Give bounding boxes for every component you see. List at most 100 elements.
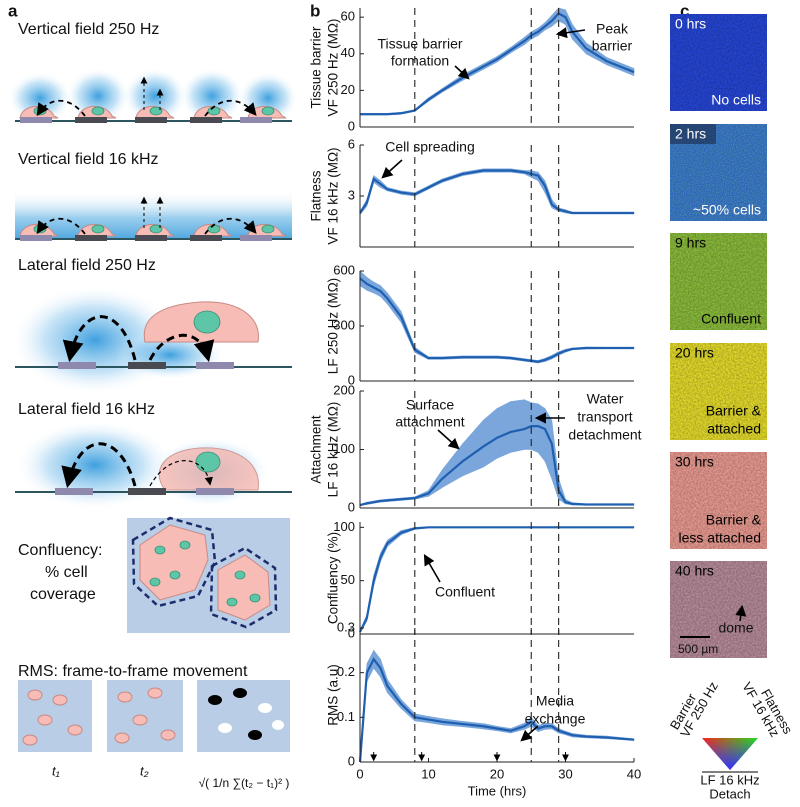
annotation: attachment [395,414,464,430]
tile-texture [670,452,767,549]
tile-caption: less attached [679,530,762,546]
error-band [482,407,498,468]
x-axis-label: Time (hrs) [468,783,527,798]
error-band [441,442,464,489]
image-tile: 2 hrs ~50% cells [670,124,767,221]
image-tile: 9 hrs Confluent [670,233,767,330]
y-axis-label: VF 16 kHz (MΩ) [326,147,341,244]
diagram-title: Vertical field 250 Hz [18,21,159,38]
panel-a: a Vertical field 250 Hz Vertical field 1… [8,1,298,790]
tile-texture [670,233,767,330]
y-tick-label: 6 [348,136,355,151]
data-line [359,425,634,507]
annotation: formation [391,53,449,69]
panel-label: b [310,1,320,20]
y-tick-label: 300 [333,317,355,332]
panel-label: a [8,1,18,20]
annotation-arrow [555,27,586,39]
label-bg [670,124,716,144]
y-tick-label: 0.3 [337,619,355,634]
error-band [510,399,525,453]
annotation: transport [577,409,632,425]
y-tick-label: 3 [348,187,355,202]
caption-arrow [735,604,747,622]
x-tick-label: 40 [627,766,641,781]
annotation: Tissue barrier [377,36,462,52]
y-tick-label: 0 [348,499,355,514]
y-tick-label: 50 [341,572,355,587]
annotation-arrow [520,725,539,742]
y-axis-label: Attachment [309,415,324,484]
x-tick-label: 0 [356,766,363,781]
error-band [496,401,512,459]
confluency-label: Confluency: [18,542,103,559]
error-band [537,403,546,463]
color-triangle-overlay [702,738,758,770]
data-line [359,169,634,215]
y-axis-label: LF 16 kHz (MΩ) [326,402,341,498]
tile-time: 9 hrs [675,235,706,251]
tile-texture [670,343,767,440]
image-tile: 40 hrs dome [670,561,767,658]
chart: 3 6 Flatness VF 16 kHz (MΩ) Cell spreading [309,136,635,248]
annotation-arrow [437,429,460,450]
tile-texture [670,14,767,111]
annotation: Water [587,391,624,407]
annotation: Peak [596,21,629,37]
rms-label: t₁ [52,763,60,778]
confluency-label: % cell [45,564,88,581]
panel-label: c [680,1,689,20]
legend-label: Detach [709,786,750,801]
diagram-vf16k [15,190,292,241]
chart: 0 100 200 Attachment LF 16 kHz (MΩ) Surfaceat… [309,382,642,514]
diagram-title: Lateral field 16 kHz [18,401,155,418]
error-band [524,399,532,450]
annotation-arrow [454,65,470,80]
annotation: barrier [592,38,633,54]
annotation: exchange [525,711,586,727]
y-tick-label: 0 [348,625,355,640]
error-band [530,402,539,453]
y-axis-label: RMS (a.u) [326,664,341,726]
y-axis-label: VF 250 Hz (MΩ) [326,19,341,117]
data-line [359,277,634,363]
tile-time: 30 hrs [675,454,714,470]
y-tick-label: 60 [341,9,355,24]
tile-time: 20 hrs [675,345,714,361]
data-line [360,12,635,116]
annotation: Surface [406,397,454,413]
y-axis-label: Flatness [309,170,324,221]
data-line [358,657,635,763]
annotation: Media [536,693,574,709]
tile-time: 2 hrs [675,126,706,142]
scale-bar-label: 500 µm [678,642,718,656]
annotation: Confluent [435,584,495,600]
tile-time: 0 hrs [675,16,706,32]
confluency-diagram [127,516,290,633]
y-tick-label: 0.2 [337,664,355,679]
tile-texture [670,561,767,658]
rms-title: RMS: frame-to-frame movement [18,663,248,680]
tile-caption: ~50% cells [693,202,761,218]
annotation-arrow [381,159,403,179]
x-tick-label: 20 [490,766,504,781]
rms-formula: √( 1/n ∑(t₂ − t₁)² ) [199,776,290,790]
y-tick-label: 200 [333,382,355,397]
annotation: Cell spreading [385,139,475,155]
tile-caption: dome [718,620,753,636]
tile-caption: Barrier & [706,403,762,419]
y-tick-label: 600 [333,262,355,277]
y-axis-label: LF 250 Hz (MΩ) [326,278,341,374]
y-tick-label: 100 [333,441,355,456]
y-tick-label: 0 [348,372,355,387]
diagram-lf16k [15,420,292,510]
annotation-arrow [423,554,441,583]
diagram-vf250 [8,68,298,124]
tile-caption: Confluent [701,311,761,327]
image-tile: 20 hrs Barrier & attached [670,343,767,440]
